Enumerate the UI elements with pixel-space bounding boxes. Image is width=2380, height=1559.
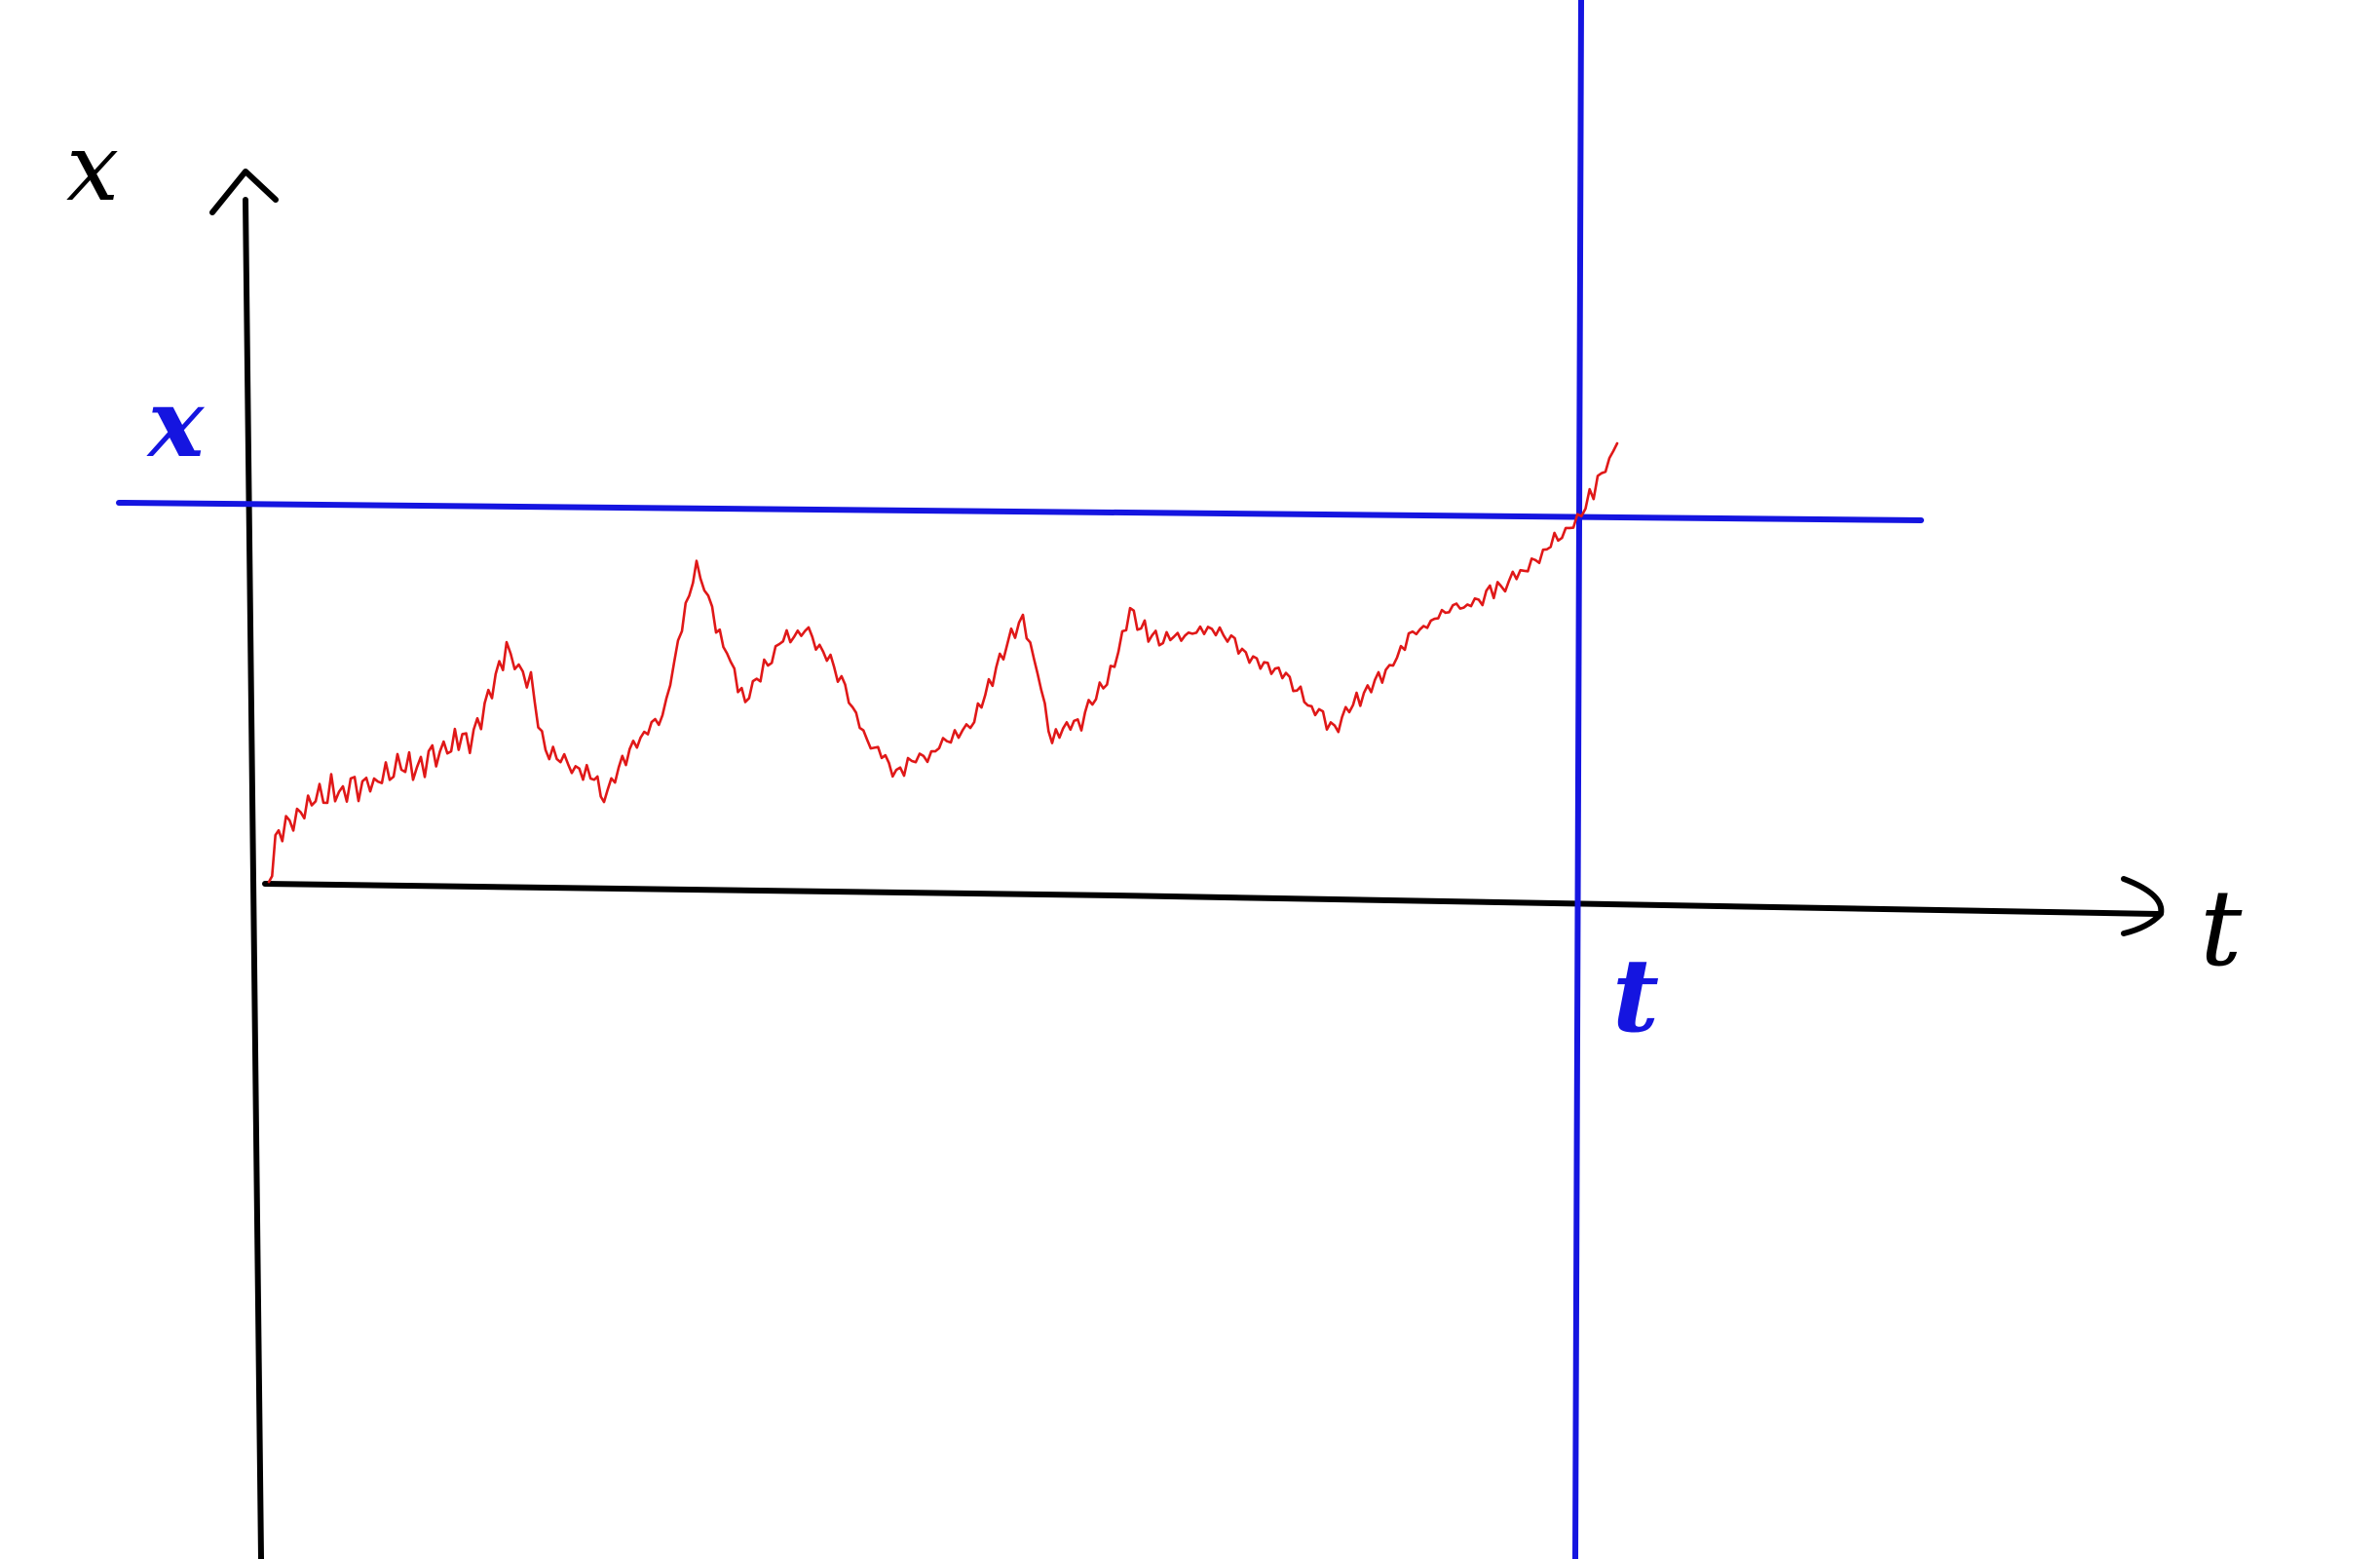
x-axis <box>262 881 2161 917</box>
random-walk-path <box>267 441 1619 884</box>
level-label: x <box>146 368 206 478</box>
time-label: t <box>1612 935 1659 1055</box>
y-axis-arrowhead <box>209 169 279 215</box>
y-axis <box>243 197 264 1559</box>
level-line <box>116 500 1924 523</box>
time-line <box>1572 0 1584 1559</box>
x-axis-label: t <box>2200 868 2243 990</box>
y-axis-label: x <box>66 113 119 222</box>
x-axis-arrowhead <box>2121 876 2165 936</box>
